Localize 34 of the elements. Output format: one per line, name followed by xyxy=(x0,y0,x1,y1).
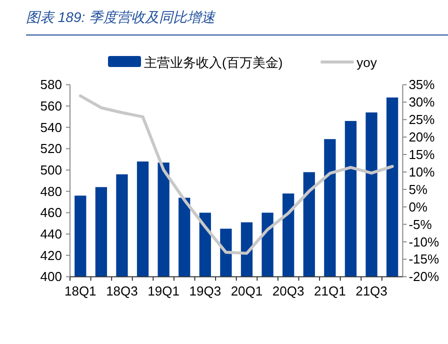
y2-tick-label: 25% xyxy=(408,112,436,128)
y2-tick-label: -15% xyxy=(408,252,440,267)
x-tick-label: 18Q1 xyxy=(64,284,96,299)
y2-tick-label: 35% xyxy=(408,77,436,92)
y2-tick-label: 0% xyxy=(408,199,428,214)
chart-title: 图表 189: 季度营收及同比增速 xyxy=(26,9,216,25)
y2-tick-label: -5% xyxy=(408,216,432,232)
y2-tick-label: -20% xyxy=(408,269,440,284)
y-tick-label: 420 xyxy=(40,248,62,263)
y2-tick-label: 5% xyxy=(408,182,428,197)
y2-tick-label: 20% xyxy=(408,130,436,145)
x-tick-label: 19Q3 xyxy=(189,284,222,299)
line-series xyxy=(78,94,394,255)
y-tick-label: 460 xyxy=(40,205,62,220)
y-tick-label: 560 xyxy=(40,98,62,114)
y2-tick-label: 15% xyxy=(408,147,436,162)
x-tick-label: 21Q3 xyxy=(356,284,388,299)
x-tick-label: 19Q1 xyxy=(148,284,180,299)
y-tick-label: 480 xyxy=(40,184,62,199)
y2-tick-label: 30% xyxy=(408,94,436,110)
x-tick-label: 21Q1 xyxy=(314,284,346,299)
y-tick-label: 580 xyxy=(40,77,62,92)
legend-label: yoy xyxy=(356,55,378,70)
y2-tick-label: 10% xyxy=(408,164,436,180)
x-tick-label: 18Q3 xyxy=(106,284,138,299)
y-tick-label: 520 xyxy=(40,141,62,156)
y-tick-label: 400 xyxy=(40,269,62,284)
legend-label: 主营业务收入(百万美金) xyxy=(144,55,283,70)
x-tick-label: 20Q1 xyxy=(230,284,263,299)
x-tick-label: 20Q3 xyxy=(272,284,304,299)
y-tick-label: 440 xyxy=(40,226,62,242)
y-tick-label: 500 xyxy=(40,162,62,178)
y2-tick-label: -10% xyxy=(408,234,440,250)
y-tick-label: 540 xyxy=(40,120,62,135)
